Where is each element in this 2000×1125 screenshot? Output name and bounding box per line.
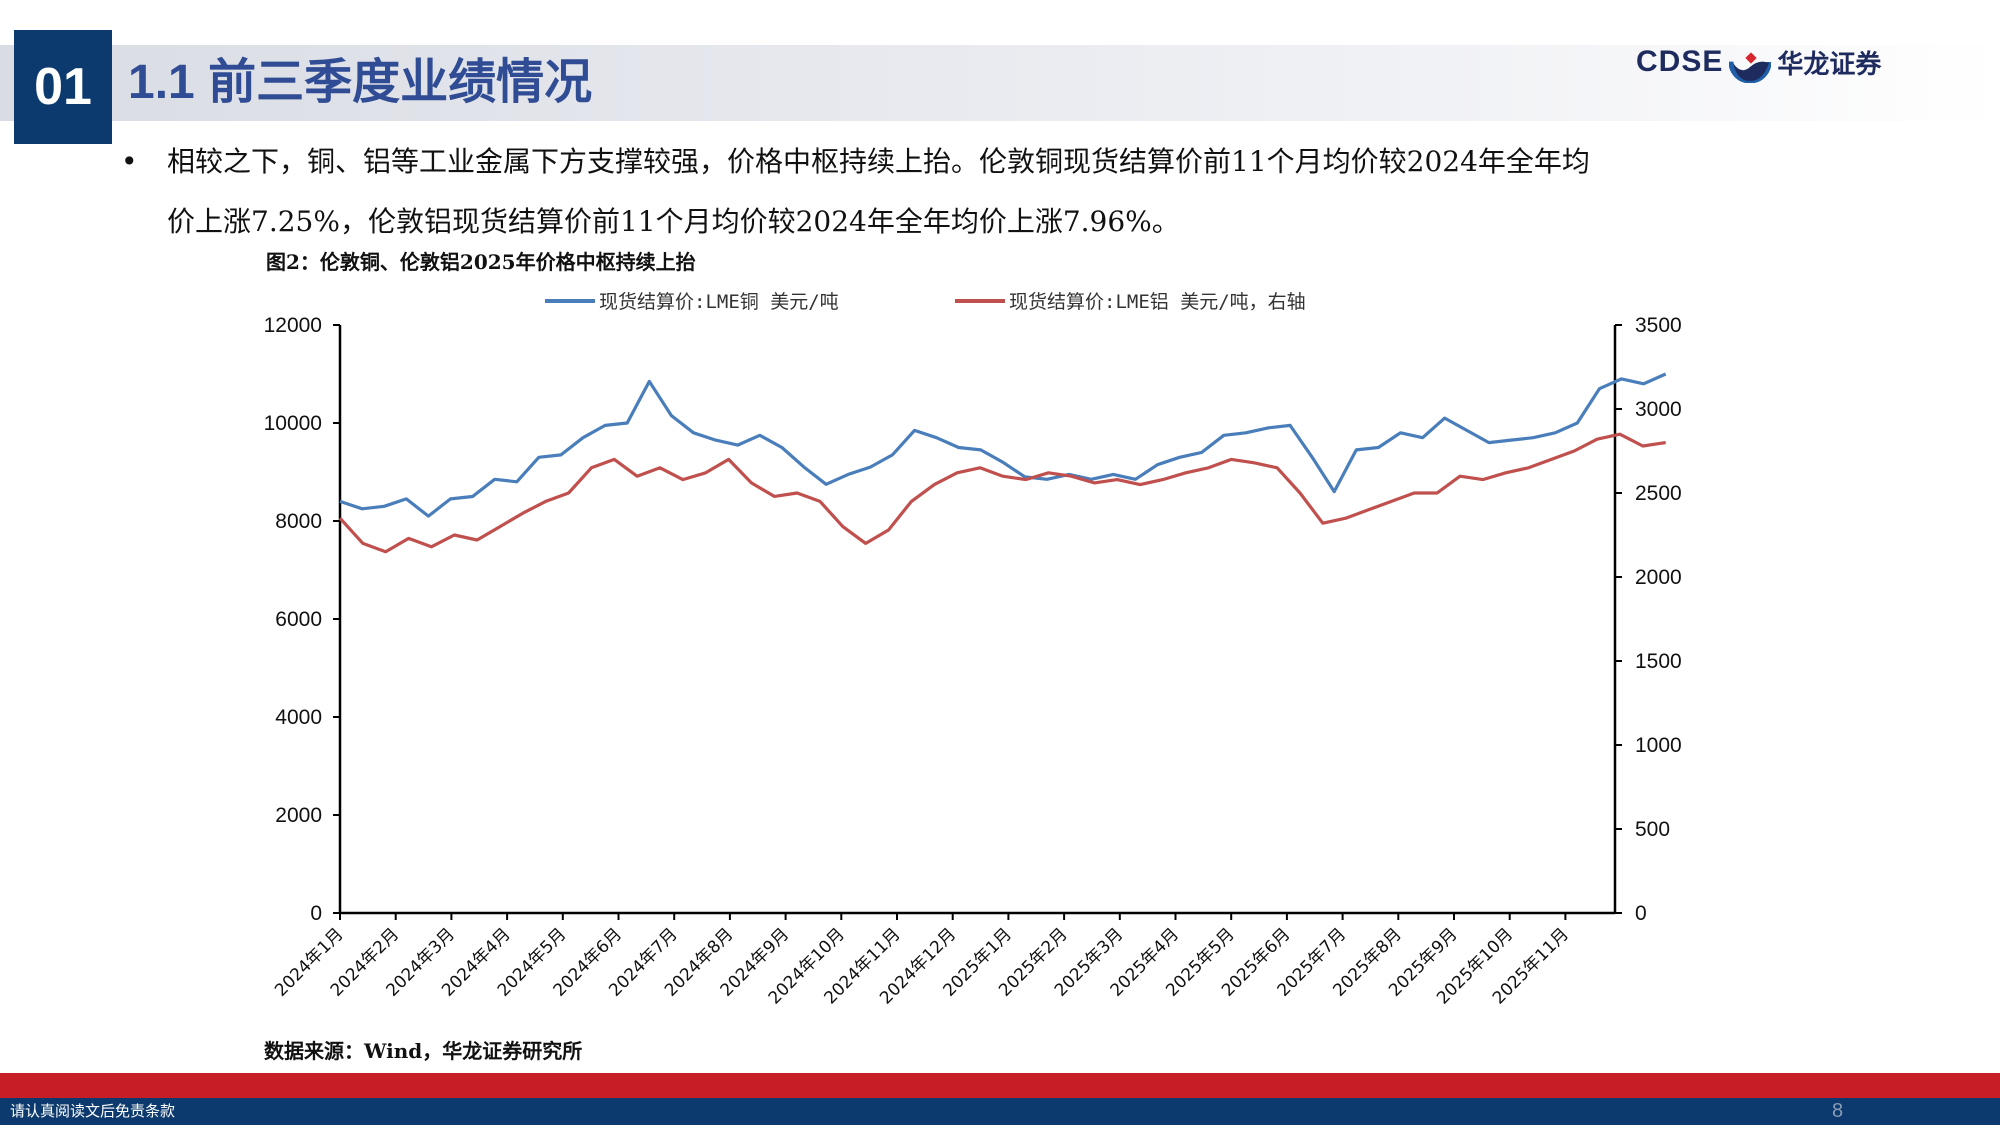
title-band [0,45,2000,121]
bullet-icon: • [121,145,138,178]
right-y-tick-label: 0 [1635,902,1647,925]
chart-lines [338,372,1667,554]
disclaimer-link[interactable]: 请认真阅读文后免责条款 [10,1102,176,1120]
left-y-tick-label: 2000 [275,804,322,827]
page-number: 8 [1832,1100,1844,1122]
right-y-tick-label: 1500 [1635,650,1682,673]
left-y-tick-label: 10000 [264,412,322,435]
left-y-tick-label: 4000 [275,706,322,729]
right-y-tick-label: 2500 [1635,482,1682,505]
section-number-badge: 01 [14,30,112,144]
right-y-tick-label: 3000 [1635,398,1682,421]
chart-axes: 0 2000 4000 6000 8000 10000 12000 0 500 1000 1500 2… [264,314,1682,1008]
paragraph-line-2: 价上涨7.25%，伦敦铝现货结算价前11个月均价较2024年全年均价上涨7.96… [167,205,1180,238]
footer-navy-bar [0,1098,2000,1125]
copper-series-line [339,372,1667,518]
page-title: 1.1 前三季度业绩情况 [128,56,593,109]
logo-text-en: CDSE [1636,45,1724,78]
right-y-tick-label: 1000 [1635,734,1682,757]
logo-wave-icon [1729,41,1772,83]
left-y-tick-label: 8000 [275,510,322,533]
left-y-tick-label: 6000 [275,608,322,631]
left-y-tick-label: 12000 [264,314,322,337]
aluminum-series-line [338,432,1666,554]
data-source: 数据来源：Wind，华龙证券研究所 [264,1039,583,1063]
legend-label: 现货结算价:LME铝 美元/吨，右轴 [1009,291,1306,313]
paragraph-line-1: 相较之下，铜、铝等工业金属下方支撑较强，价格中枢持续上抬。伦敦铜现货结算价前11… [167,145,1590,178]
right-y-tick-label: 2000 [1635,566,1682,589]
figure-title: 图2：伦敦铜、伦敦铝2025年价格中枢持续上抬 [266,250,696,274]
right-y-tick-label: 500 [1635,818,1670,841]
company-logo: CDSE 华龙证券 [1636,41,1882,83]
right-y-tick-label: 3500 [1635,314,1682,337]
chart-legend: 现货结算价:LME铜 美元/吨 现货结算价:LME铝 美元/吨，右轴 [545,291,1306,313]
body-paragraph: • 相较之下，铜、铝等工业金属下方支撑较强，价格中枢持续上抬。伦敦铜现货结算价前… [121,132,1905,252]
footer-red-bar [0,1073,2000,1098]
legend-label: 现货结算价:LME铜 美元/吨 [599,291,839,313]
logo-text-cn: 华龙证券 [1777,49,1882,80]
left-y-tick-label: 0 [310,902,322,925]
